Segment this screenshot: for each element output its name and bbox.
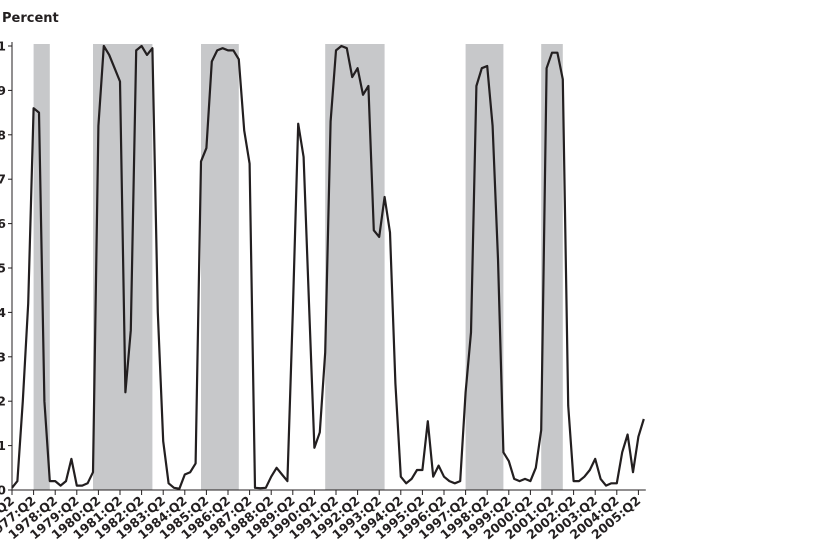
y-tick-label: 0.1 <box>0 438 6 453</box>
y-tick-label: 0 <box>0 483 6 498</box>
y-tick-label: 0.7 <box>0 172 6 187</box>
y-axis-ticks: 0 0.1 0.2 0.3 0.4 0.5 0.6 0.7 0.8 0.9 1 <box>0 39 12 498</box>
y-tick-label: 0.4 <box>0 305 6 320</box>
y-tick-label: 0.6 <box>0 216 6 231</box>
shaded-periods <box>33 44 563 490</box>
shaded-period <box>201 44 239 490</box>
y-tick-label: 0.8 <box>0 127 6 142</box>
series-line <box>11 44 645 490</box>
y-tick-label: 0.3 <box>0 349 6 364</box>
shaded-period <box>325 44 385 490</box>
x-axis-ticks: 1976:Q21977:Q21978:Q21979:Q21980:Q21981:… <box>0 490 643 542</box>
y-tick-label: 0.5 <box>0 261 6 276</box>
y-tick-label: 0.2 <box>0 394 6 409</box>
y-tick-label: 1 <box>0 39 6 54</box>
y-axis-title: Percent <box>2 11 59 26</box>
shaded-period <box>541 44 563 490</box>
y-tick-label: 0.9 <box>0 83 6 98</box>
